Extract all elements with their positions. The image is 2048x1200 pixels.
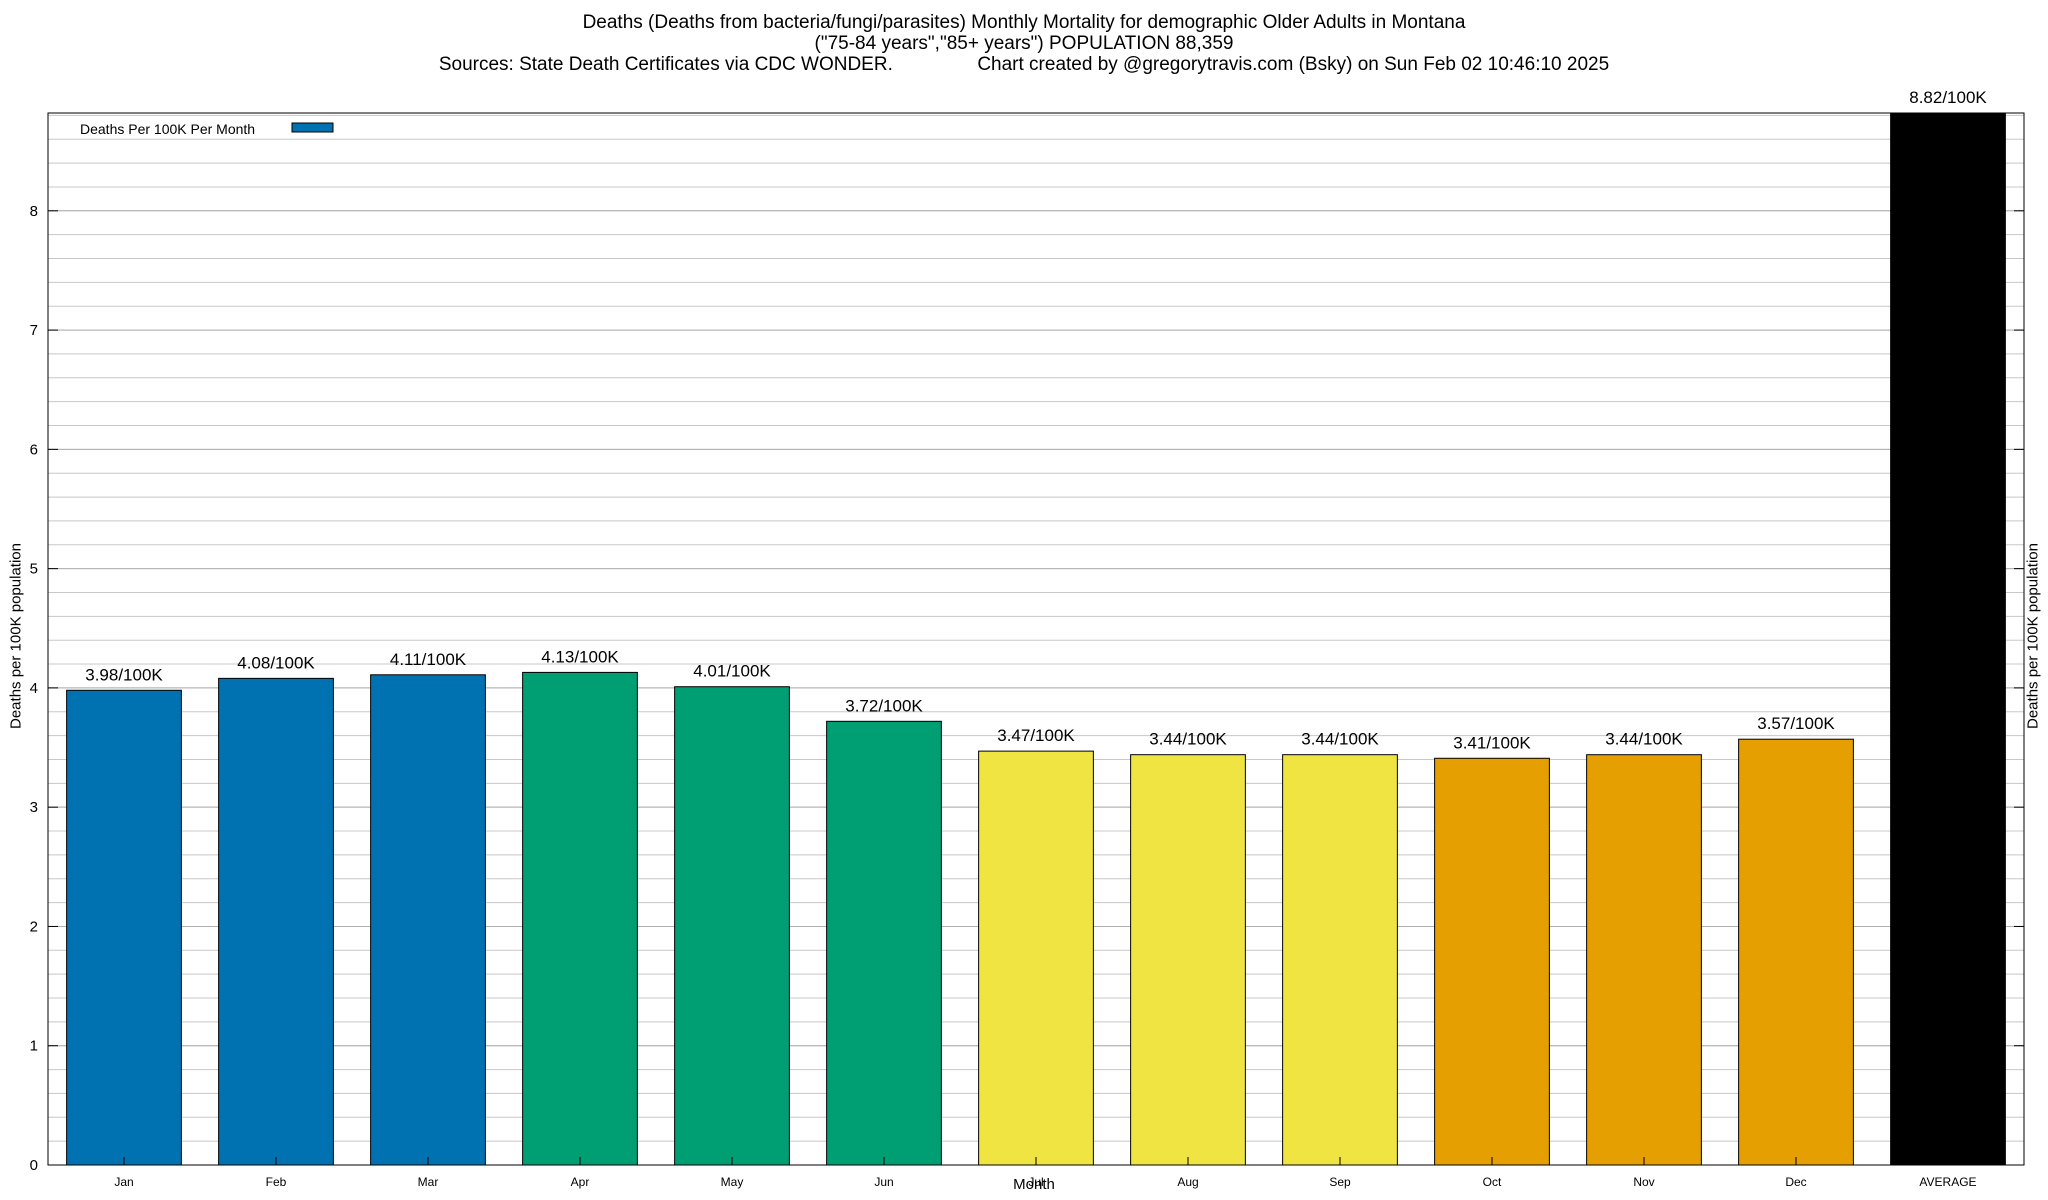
x-axis-label: Month bbox=[1013, 1176, 1055, 1193]
x-tick-label: Nov bbox=[1633, 1175, 1654, 1189]
x-tick-label: Jun bbox=[874, 1175, 893, 1189]
title-line-3: Sources: State Death Certificates via CD… bbox=[438, 54, 1610, 75]
chart-title: Deaths (Deaths from bacteria/fungi/paras… bbox=[0, 12, 2048, 75]
data-label: 4.11/100K bbox=[390, 650, 467, 669]
title-line-1: Deaths (Deaths from bacteria/fungi/paras… bbox=[582, 12, 1466, 33]
plot-frame bbox=[47, 112, 2025, 1166]
legend-label: Deaths Per 100K Per Month bbox=[80, 121, 255, 137]
x-tick-label: Sep bbox=[1329, 1175, 1351, 1189]
data-label: 3.41/100K bbox=[1453, 733, 1531, 752]
data-label: 8.82/100K bbox=[1909, 88, 1987, 107]
y-tick-label: 8 bbox=[30, 203, 38, 220]
y-axis-label-left: Deaths per 100K population bbox=[7, 543, 25, 729]
bar-oct bbox=[1434, 757, 1550, 1166]
data-label: 3.44/100K bbox=[1149, 730, 1227, 749]
data-label: 3.57/100K bbox=[1757, 714, 1835, 733]
y-tick-label: 3 bbox=[30, 799, 38, 816]
data-label: 4.13/100K bbox=[541, 647, 619, 666]
bar-may bbox=[674, 686, 790, 1166]
x-tick-label: May bbox=[721, 1175, 744, 1189]
bar-dec bbox=[1738, 738, 1854, 1166]
data-label: 3.44/100K bbox=[1301, 730, 1379, 749]
x-tick-label: Aug bbox=[1177, 1175, 1198, 1189]
x-tick-label: AVERAGE bbox=[1919, 1175, 1976, 1189]
data-label: 4.01/100K bbox=[693, 662, 771, 681]
bar-jun bbox=[826, 720, 942, 1166]
bar-apr bbox=[522, 671, 638, 1166]
x-tick-label: Dec bbox=[1785, 1175, 1806, 1189]
y-tick-label: 0 bbox=[30, 1157, 38, 1174]
y-axis-label-right: Deaths per 100K population bbox=[2024, 543, 2042, 729]
data-label: 3.44/100K bbox=[1605, 730, 1683, 749]
data-label: 3.47/100K bbox=[997, 726, 1075, 745]
bar-aug bbox=[1130, 754, 1246, 1166]
title-line-2: ("75-84 years","85+ years") POPULATION 8… bbox=[814, 33, 1234, 54]
x-tick-label: Feb bbox=[266, 1175, 287, 1189]
y-tick-label: 7 bbox=[30, 322, 38, 339]
y-tick-label: 6 bbox=[30, 441, 38, 458]
bar-nov bbox=[1586, 754, 1702, 1166]
data-label: 3.98/100K bbox=[85, 665, 163, 684]
bar-mar bbox=[370, 674, 486, 1166]
x-tick-label: Oct bbox=[1483, 1175, 1502, 1189]
bar-sep bbox=[1282, 754, 1398, 1166]
bar-jul bbox=[978, 750, 1094, 1166]
y-tick-label: 5 bbox=[30, 561, 38, 578]
x-tick-label: Jul bbox=[1028, 1175, 1043, 1189]
x-tick-label: Mar bbox=[418, 1175, 439, 1189]
data-label: 4.08/100K bbox=[237, 653, 315, 672]
bar-average bbox=[1890, 112, 2006, 1166]
y-tick-label: 1 bbox=[30, 1038, 38, 1055]
bar-feb bbox=[218, 677, 334, 1166]
x-tick-label: Apr bbox=[571, 1175, 590, 1189]
y-tick-label: 4 bbox=[30, 680, 38, 697]
y-tick-label: 2 bbox=[30, 918, 38, 935]
bar-jan bbox=[66, 689, 182, 1166]
x-tick-label: Jan bbox=[114, 1175, 133, 1189]
legend-swatch bbox=[291, 122, 334, 133]
data-label: 3.72/100K bbox=[845, 696, 923, 715]
